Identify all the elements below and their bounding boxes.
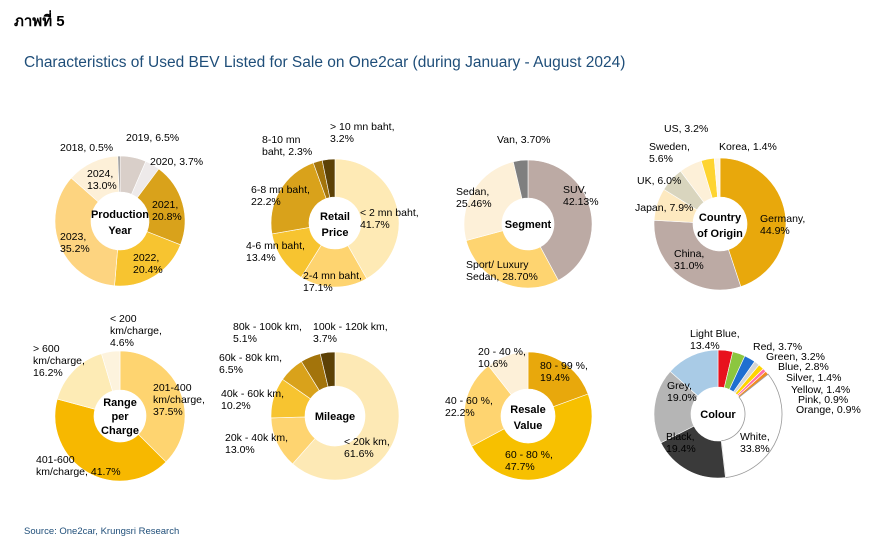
data-label-8-10-mn-baht: 8-10 mn baht, 2.3% — [262, 134, 312, 158]
center-label-line: Year — [108, 225, 132, 237]
donut-country-of-origin: Country of Origin Germany, 44.9% China, 31.0%… — [635, 123, 805, 291]
data-label-600-km-charge: > 600 km/charge, 16.2% — [33, 343, 85, 379]
slice-korea — [713, 157, 721, 198]
slice-suv — [527, 159, 593, 281]
data-label-401-600-km-charge: 401-600 km/charge, 41.7% — [36, 454, 121, 478]
donut-resale-value: Resale Value 80 - 99 %, 19.4% 60 - 80 %, 47.7… — [445, 346, 593, 481]
center-label-line: Resale — [510, 404, 545, 416]
donut-mileage: Mileage < 20k km, 61.6% 20k - 40k km, 13.0% 4… — [219, 321, 400, 481]
slice-20-40 — [488, 351, 529, 396]
data-label-80k-100k-km: 80k - 100k km, 5.1% — [233, 321, 302, 345]
slice-2018 — [117, 155, 121, 193]
data-label-201-400-km-charge: 201-400 km/charge, 37.5% — [153, 382, 205, 418]
data-label-2-mn-baht: < 2 mn baht, 41.7% — [360, 207, 419, 231]
data-label-grey: Grey, 19.0% — [667, 380, 697, 404]
data-label-2024: 2024, 13.0% — [87, 168, 117, 192]
data-label-60k-80k-km: 60k - 80k km, 6.5% — [219, 352, 282, 376]
slice-light-blue — [669, 349, 719, 397]
data-label-6-8-mn-baht: 6-8 mn baht, 22.2% — [251, 184, 310, 208]
slice-6-8-mn-baht — [270, 162, 327, 235]
slice-sport-luxury-sedan — [465, 230, 559, 289]
source-note: Source: One2car, Krungsri Research — [24, 526, 180, 537]
slice-2-mn-baht — [334, 158, 400, 279]
data-label-us: US, 3.2% — [664, 123, 708, 135]
slice-sedan — [463, 161, 523, 241]
data-label-van: Van, 3.70% — [497, 134, 551, 146]
center-label-line: Segment — [505, 219, 552, 231]
data-label-80-99: 80 - 99 %, 19.4% — [540, 360, 588, 384]
data-label-silver: Silver, 1.4% — [786, 372, 841, 384]
data-label-2-4-mn-baht: 2-4 mn baht, 17.1% — [303, 270, 362, 294]
center-label-line: Country — [699, 212, 742, 224]
center-label-line: of Origin — [697, 228, 743, 240]
chart-title: Characteristics of Used BEV Listed for S… — [24, 54, 626, 71]
slice-10-mn-baht — [321, 158, 336, 198]
data-label-japan: Japan, 7.9% — [635, 202, 693, 214]
data-label-light-blue: Light Blue, 13.4% — [690, 328, 740, 352]
slice-white — [720, 373, 783, 479]
slice-200-km-charge — [101, 350, 121, 392]
center-label-line: Mileage — [315, 411, 355, 423]
slice-401-600-km-charge — [54, 398, 167, 482]
data-label-4-6-mn-baht: 4-6 mn baht, 13.4% — [246, 240, 305, 264]
data-label-red: Red, 3.7% — [753, 341, 802, 353]
center-label-line: Value — [514, 420, 543, 432]
data-label-2020: 2020, 3.7% — [150, 156, 203, 168]
data-label-2022: 2022, 20.4% — [133, 252, 163, 276]
center-label-line: Price — [322, 227, 349, 239]
data-label-yellow: Yellow, 1.4% — [791, 384, 850, 396]
center-label-line: Range — [103, 397, 137, 409]
data-label-40-60: 40 - 60 %, 22.2% — [445, 395, 493, 419]
data-label-uk: UK, 6.0% — [637, 175, 681, 187]
figure-label: ภาพที่ 5 — [14, 13, 65, 30]
data-label-sport-luxury-sedan: Sport/ Luxury Sedan, 28.70% — [466, 259, 538, 283]
center-label-line: Charge — [101, 425, 139, 437]
data-label-blue: Blue, 2.8% — [778, 361, 829, 373]
slice-germany — [719, 157, 787, 288]
slice-20k-km — [292, 351, 400, 481]
slice-china — [653, 219, 742, 291]
donut-retail-price: Retail Price < 2 mn baht, 41.7% 2-4 mn baht,… — [246, 121, 419, 294]
data-label-40k-60k-km: 40k - 60k km, 10.2% — [221, 388, 284, 412]
center-label-line: Colour — [700, 409, 736, 421]
slice-2023 — [54, 177, 118, 287]
data-label-china: China, 31.0% — [674, 248, 704, 272]
data-label-2021: 2021, 20.8% — [152, 199, 182, 223]
data-label-suv: SUV, 42.13% — [563, 184, 599, 208]
data-label-10-mn-baht: > 10 mn baht, 3.2% — [330, 121, 395, 145]
data-label-2018: 2018, 0.5% — [60, 142, 113, 154]
data-label-200-km-charge: < 200 km/charge, 4.6% — [110, 313, 162, 349]
center-label-line: Production — [91, 209, 149, 221]
data-label-germany: Germany, 44.9% — [760, 213, 805, 237]
data-label-20k-40k-km: 20k - 40k km, 13.0% — [225, 432, 288, 456]
data-label-green: Green, 3.2% — [766, 351, 825, 363]
donut-colour: Colour Red, 3.7%Green, 3.2%Blue, 2.8%Silv… — [653, 328, 861, 479]
donut-range-per-charge: Range per Charge 201-400 km/charge, 37.5% 401-… — [33, 313, 205, 482]
donut-segment: Segment SUV, 42.13% Sport/ Luxury Sedan, 28.… — [456, 134, 599, 289]
center-label-line: Retail — [320, 211, 350, 223]
slice-201-400-km-charge — [119, 350, 186, 463]
data-label-20k-km: < 20k km, 61.6% — [344, 436, 390, 460]
slice-40-60 — [463, 365, 512, 447]
data-label-white: White, 33.8% — [740, 431, 770, 455]
data-label-pink: Pink, 0.9% — [798, 394, 848, 406]
data-label-60-80: 60 - 80 %, 47.7% — [505, 449, 553, 473]
slice-100k-120k-km — [319, 351, 336, 388]
data-label-20-40: 20 - 40 %, 10.6% — [478, 346, 526, 370]
data-label-2023: 2023, 35.2% — [60, 231, 90, 255]
data-label-2019: 2019, 6.5% — [126, 132, 179, 144]
data-label-korea: Korea, 1.4% — [719, 141, 777, 153]
data-label-orange: Orange, 0.9% — [796, 404, 861, 416]
center-label-line: per — [111, 411, 129, 423]
data-label-sedan: Sedan, 25.46% — [456, 186, 492, 210]
data-label-black: Black, 19.4% — [666, 431, 696, 455]
slice-60-80 — [471, 393, 593, 481]
slice-van — [512, 159, 529, 200]
data-label-100k-120k-km: 100k - 120k km, 3.7% — [313, 321, 388, 345]
data-label-sweden: Sweden, 5.6% — [649, 141, 690, 165]
donut-production-year: Production Year 2019, 6.5% 2020, 3.7% 2021, 2… — [54, 132, 203, 287]
